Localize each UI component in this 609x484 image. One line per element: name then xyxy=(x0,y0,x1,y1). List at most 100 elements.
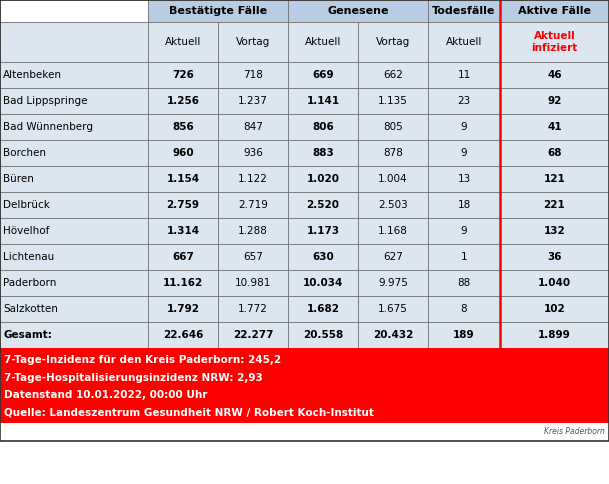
Text: 667: 667 xyxy=(172,252,194,262)
Text: 1.141: 1.141 xyxy=(306,96,340,106)
Text: 7-Tage-Inzidenz für den Kreis Paderborn: 245,2: 7-Tage-Inzidenz für den Kreis Paderborn:… xyxy=(4,355,281,365)
Text: 1.135: 1.135 xyxy=(378,96,408,106)
Bar xyxy=(288,114,358,140)
Text: 1.314: 1.314 xyxy=(166,226,200,236)
Bar xyxy=(288,296,358,322)
Text: 11.162: 11.162 xyxy=(163,278,203,288)
Bar xyxy=(148,88,218,114)
Bar xyxy=(148,296,218,322)
Bar xyxy=(218,270,288,296)
Text: 662: 662 xyxy=(383,70,403,80)
Bar xyxy=(0,22,148,62)
Bar xyxy=(288,244,358,270)
Bar xyxy=(218,140,288,166)
Text: 627: 627 xyxy=(383,252,403,262)
Bar xyxy=(500,322,609,348)
Text: 2.520: 2.520 xyxy=(306,200,339,210)
Text: Kreis Paderborn: Kreis Paderborn xyxy=(544,427,605,437)
Bar xyxy=(148,322,218,348)
Text: 1.675: 1.675 xyxy=(378,304,408,314)
Bar xyxy=(0,270,148,296)
Text: 1.154: 1.154 xyxy=(166,174,200,184)
Text: Lichtenau: Lichtenau xyxy=(3,252,54,262)
Bar xyxy=(0,218,148,244)
Bar xyxy=(500,296,609,322)
Bar xyxy=(428,322,500,348)
Bar xyxy=(0,322,148,348)
Text: 22.646: 22.646 xyxy=(163,330,203,340)
Bar xyxy=(358,88,428,114)
Bar xyxy=(500,244,609,270)
Bar xyxy=(428,62,500,88)
Bar xyxy=(148,0,288,22)
Bar xyxy=(288,0,428,22)
Bar xyxy=(358,322,428,348)
Bar xyxy=(148,166,218,192)
Bar xyxy=(500,22,609,62)
Text: Bestätigte Fälle: Bestätigte Fälle xyxy=(169,6,267,16)
Text: Genesene: Genesene xyxy=(327,6,389,16)
Text: 1.004: 1.004 xyxy=(378,174,408,184)
Text: Vortag: Vortag xyxy=(376,37,410,47)
Bar xyxy=(500,192,609,218)
Text: 22.277: 22.277 xyxy=(233,330,273,340)
Text: 960: 960 xyxy=(172,148,194,158)
Bar xyxy=(0,192,148,218)
Bar xyxy=(428,140,500,166)
Text: Aktuell: Aktuell xyxy=(446,37,482,47)
Text: 92: 92 xyxy=(547,96,561,106)
Text: 221: 221 xyxy=(544,200,565,210)
Text: 8: 8 xyxy=(460,304,467,314)
Bar xyxy=(500,88,609,114)
Text: Salzkotten: Salzkotten xyxy=(3,304,58,314)
Text: Todesfälle: Todesfälle xyxy=(432,6,496,16)
Bar xyxy=(148,192,218,218)
Text: 1.899: 1.899 xyxy=(538,330,571,340)
Bar xyxy=(500,62,609,88)
Bar xyxy=(288,140,358,166)
Text: 1.168: 1.168 xyxy=(378,226,408,236)
Text: 9: 9 xyxy=(460,226,467,236)
Bar xyxy=(148,218,218,244)
Bar xyxy=(428,270,500,296)
Bar xyxy=(428,166,500,192)
Text: 9: 9 xyxy=(460,148,467,158)
Text: Aktuell: Aktuell xyxy=(165,37,201,47)
Text: 718: 718 xyxy=(243,70,263,80)
Bar xyxy=(218,88,288,114)
Text: 102: 102 xyxy=(544,304,565,314)
Text: 883: 883 xyxy=(312,148,334,158)
Bar xyxy=(148,140,218,166)
Bar xyxy=(358,270,428,296)
Bar xyxy=(500,218,609,244)
Bar xyxy=(288,270,358,296)
Bar xyxy=(428,22,500,62)
Text: 726: 726 xyxy=(172,70,194,80)
Bar xyxy=(358,166,428,192)
Bar xyxy=(0,140,148,166)
Bar xyxy=(358,244,428,270)
Text: 669: 669 xyxy=(312,70,334,80)
Text: Aktive Fälle: Aktive Fälle xyxy=(518,6,591,16)
Bar xyxy=(358,62,428,88)
Text: 68: 68 xyxy=(547,148,561,158)
Text: 18: 18 xyxy=(457,200,471,210)
Text: 11: 11 xyxy=(457,70,471,80)
Bar xyxy=(288,218,358,244)
Bar xyxy=(358,114,428,140)
Bar xyxy=(428,88,500,114)
Text: 88: 88 xyxy=(457,278,471,288)
Bar xyxy=(288,88,358,114)
Bar xyxy=(0,88,148,114)
Bar xyxy=(148,62,218,88)
Bar xyxy=(288,22,358,62)
Bar xyxy=(500,114,609,140)
Text: 20.432: 20.432 xyxy=(373,330,413,340)
Text: 132: 132 xyxy=(544,226,565,236)
Text: 878: 878 xyxy=(383,148,403,158)
Bar xyxy=(0,244,148,270)
Bar xyxy=(218,114,288,140)
Text: 805: 805 xyxy=(383,122,403,132)
Text: 2.759: 2.759 xyxy=(166,200,200,210)
Text: Datenstand 10.01.2022, 00:00 Uhr: Datenstand 10.01.2022, 00:00 Uhr xyxy=(4,390,208,400)
